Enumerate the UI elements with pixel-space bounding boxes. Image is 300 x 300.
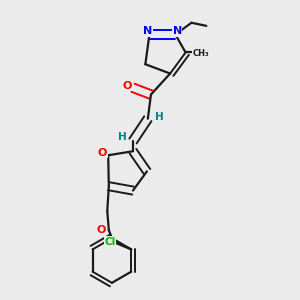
Text: N: N <box>143 26 152 36</box>
Text: H: H <box>118 132 127 142</box>
Text: O: O <box>98 148 107 158</box>
Text: H: H <box>155 112 164 122</box>
Text: CH₃: CH₃ <box>193 49 209 58</box>
Text: N: N <box>172 26 182 36</box>
Text: O: O <box>96 225 106 235</box>
Text: O: O <box>123 81 132 91</box>
Text: Cl: Cl <box>104 237 116 247</box>
